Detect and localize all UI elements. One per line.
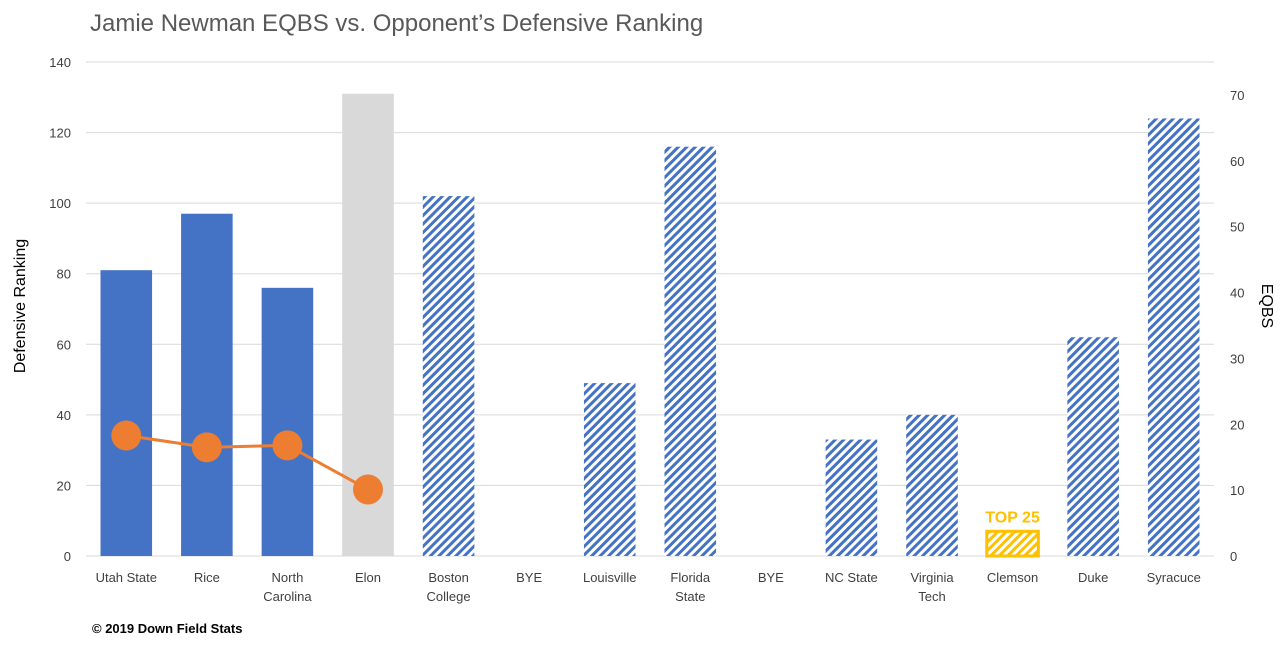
gridlines — [86, 61, 1214, 557]
x-category-line: Florida — [670, 570, 711, 585]
x-category-line: NC State — [825, 570, 878, 585]
x-category-label: Boston College — [427, 570, 471, 604]
x-category-line: Louisville — [583, 570, 636, 585]
x-category-label: Rice — [194, 570, 220, 585]
eqbs-line-series — [111, 420, 383, 505]
y-tick-label: 100 — [49, 196, 71, 211]
top25-annotation: TOP 25 — [985, 509, 1040, 526]
bar-series: TOP 25 — [100, 93, 1200, 558]
x-category-line: Utah State — [96, 570, 157, 585]
y-tick-label: 40 — [57, 408, 71, 423]
x-category-label: BYE — [516, 570, 542, 585]
eqbs-point-2 — [272, 430, 303, 461]
copyright-note: © 2019 Down Field Stats — [92, 621, 243, 636]
y2-tick-label: 0 — [1230, 549, 1237, 564]
y2-tick-label: 20 — [1230, 417, 1244, 432]
x-category-line: Duke — [1078, 570, 1108, 585]
y2-tick-label: 10 — [1230, 483, 1244, 498]
x-category-label: Louisville — [583, 570, 636, 585]
x-category-line: Carolina — [263, 589, 312, 604]
eqbs-point-3 — [353, 474, 383, 505]
x-category-label: Duke — [1078, 570, 1108, 585]
y2-tick-label: 30 — [1230, 351, 1244, 366]
x-category-line: Virginia — [910, 570, 954, 585]
bar-10 — [906, 414, 958, 556]
x-category-label: Utah State — [96, 570, 157, 585]
x-category-line: Clemson — [987, 570, 1038, 585]
x-category-line: Rice — [194, 570, 220, 585]
bar-13 — [1147, 118, 1200, 556]
x-category-line: Syracuce — [1147, 570, 1201, 585]
x-category-line: BYE — [516, 570, 542, 585]
bar-7 — [664, 146, 717, 556]
y2-tick-label: 50 — [1230, 220, 1244, 235]
x-category-label: NC State — [825, 570, 878, 585]
bar-2 — [261, 287, 314, 556]
x-category-line: State — [675, 589, 705, 604]
bar-9 — [825, 439, 878, 556]
y2-tick-label: 60 — [1230, 154, 1244, 169]
x-category-line: College — [427, 589, 471, 604]
y-tick-label: 0 — [64, 549, 71, 564]
bar-0 — [100, 270, 153, 556]
y-tick-label: 60 — [57, 337, 71, 352]
chart-title: Jamie Newman EQBS vs. Opponent’s Defensi… — [90, 10, 704, 37]
bar-1 — [181, 213, 233, 556]
x-category-label: BYE — [758, 570, 784, 585]
x-category-label: Syracuce — [1147, 570, 1201, 585]
eqbs-point-0 — [111, 420, 142, 451]
x-category-line: Tech — [918, 589, 945, 604]
bar-12 — [1067, 337, 1119, 556]
y2-tick-label: 40 — [1230, 286, 1244, 301]
bar-4 — [422, 196, 475, 557]
y-tick-label: 80 — [57, 267, 71, 282]
x-category-label: Elon — [355, 570, 381, 585]
axes: 0 20 40 60 80 100 120 140 0 10 20 30 40 50 60 70 Utah St… — [49, 55, 1244, 604]
x-category-line: North — [272, 570, 304, 585]
eqbs-line — [126, 433, 369, 491]
y2-tick-label: 70 — [1230, 88, 1244, 103]
y-tick-label: 20 — [57, 478, 71, 493]
y-tick-label: 140 — [49, 55, 71, 70]
x-category-label: Clemson — [987, 570, 1038, 585]
x-category-line: BYE — [758, 570, 784, 585]
x-category-line: Boston — [428, 570, 468, 585]
bar-11 — [985, 529, 1040, 558]
eqbs-point-1 — [191, 432, 222, 463]
x-category-label: Virginia Tech — [910, 570, 954, 604]
x-category-label: Florida State — [670, 570, 711, 604]
bar-6 — [583, 383, 636, 556]
y-tick-label: 120 — [49, 126, 71, 141]
x-category-line: Elon — [355, 570, 381, 585]
x-category-label: North Carolina — [263, 570, 312, 604]
